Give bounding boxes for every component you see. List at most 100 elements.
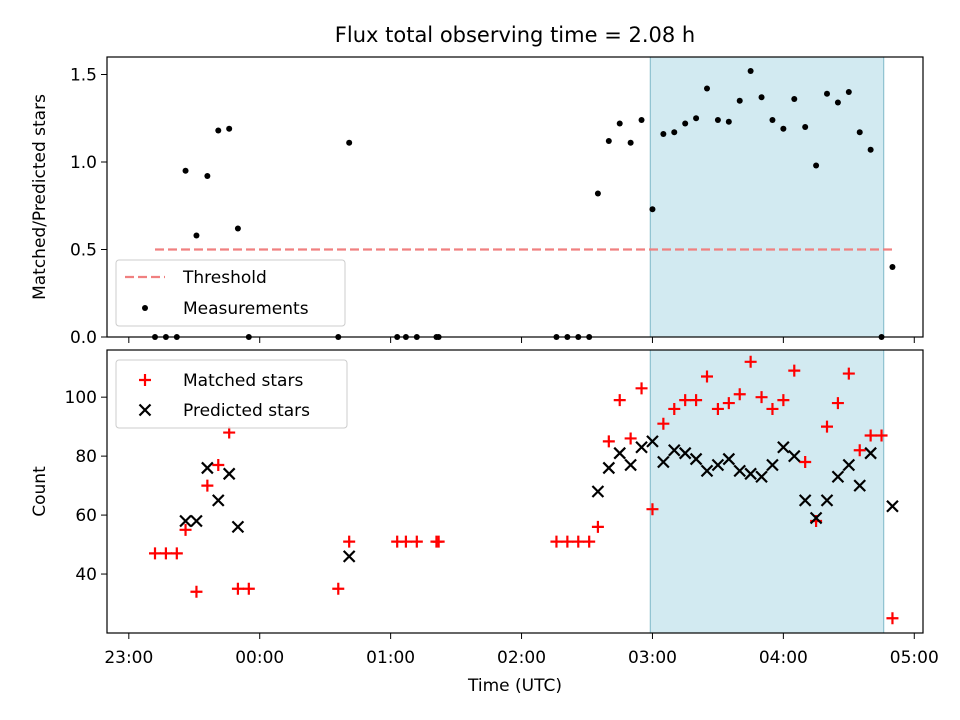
measurement-point	[182, 167, 189, 174]
matched-star-point	[149, 547, 161, 560]
matched-star-point	[624, 432, 637, 445]
xtick-label: 03:00	[628, 648, 677, 668]
matched-star-point	[550, 535, 563, 548]
measurement-point	[346, 139, 353, 146]
measurement-point	[725, 118, 732, 125]
measurement-point	[834, 99, 841, 106]
predicted-star-point	[190, 514, 203, 528]
measurement-point	[682, 120, 689, 127]
legend-matched-swatch	[139, 374, 151, 386]
matched-star-point	[766, 402, 779, 415]
predicted-star-point	[722, 452, 736, 466]
matched-star-point	[343, 535, 356, 548]
matched-star-point	[744, 355, 757, 368]
count-ytick-label: 100	[65, 388, 97, 408]
measurement-point	[627, 139, 634, 146]
matched-star-point	[733, 388, 746, 401]
matched-star-point	[332, 582, 345, 595]
matched-star-point	[591, 520, 604, 533]
predicted-star-point	[657, 455, 670, 469]
predicted-star-point	[201, 461, 214, 475]
measurement-point	[638, 117, 645, 123]
ratio-highlight-span	[649, 56, 885, 338]
matched-star-point	[231, 582, 244, 595]
measurement-point	[215, 127, 222, 134]
count-ytick-label: 60	[75, 506, 97, 526]
count-ytick-label: 40	[75, 565, 97, 585]
count-panel: 40 60 80 100 23:00 00:00 01:00 02:00 03:00 04:00 0…	[30, 349, 939, 696]
predicted-star-point	[602, 461, 616, 475]
xtick-label: 01:00	[366, 648, 415, 668]
predicted-star-point	[689, 452, 703, 466]
matched-star-point	[875, 429, 888, 442]
measurement-point	[413, 334, 420, 340]
ratio-ytick-label: 1.0	[70, 153, 97, 173]
matched-star-point	[755, 391, 768, 404]
measurement-point	[889, 264, 896, 270]
predicted-star-point	[342, 550, 356, 563]
measurement-point	[824, 90, 830, 97]
predicted-star-point	[798, 494, 812, 507]
matched-star-point	[223, 426, 236, 439]
predicted-star-point	[179, 514, 192, 528]
measurement-point	[193, 232, 200, 239]
matched-star-point	[583, 535, 596, 548]
xtick-label: 02:00	[497, 648, 546, 668]
ratio-ytick-label: 0.5	[70, 241, 97, 261]
measurement-point	[616, 120, 623, 127]
ratio-legend-box	[115, 259, 346, 327]
matched-star-point	[602, 435, 615, 448]
measurement-point	[704, 85, 710, 92]
measurement-point	[791, 96, 798, 102]
predicted-star-point	[853, 479, 867, 492]
measurement-point	[234, 225, 241, 232]
predicted-star-point	[646, 435, 659, 448]
legend-predicted-label: Predicted stars	[183, 401, 310, 421]
predicted-star-point	[222, 467, 236, 481]
matched-star-point	[821, 420, 833, 433]
predicted-star-point	[886, 499, 899, 513]
ratio-ytick-label: 0.0	[70, 328, 97, 348]
predicted-star-point	[809, 511, 823, 525]
predicted-star-point	[755, 470, 768, 484]
matched-star-point	[190, 585, 203, 598]
predicted-star-point	[667, 443, 681, 457]
predicted-star-point	[211, 494, 225, 507]
legend-threshold-label: Threshold	[182, 268, 267, 288]
measurement-point	[173, 334, 180, 340]
xtick-label: 23:00	[104, 648, 153, 668]
count-axes-frame	[106, 349, 924, 634]
matched-star-point	[613, 394, 626, 407]
matched-star-point	[399, 535, 412, 548]
measurement-point	[245, 334, 252, 340]
measurement-point	[878, 334, 885, 340]
ratio-legend: Threshold Measurements	[115, 259, 346, 327]
matched-star-point	[410, 535, 423, 548]
matched-star-point	[886, 612, 899, 625]
ratio-ylabel: Matched/Predicted stars	[30, 94, 50, 300]
matched-star-point	[864, 429, 877, 442]
predicted-star-point	[842, 458, 856, 472]
measurement-point	[769, 117, 776, 123]
xtick-label: 04:00	[759, 648, 808, 668]
xtick-label: 00:00	[235, 648, 284, 668]
matched-star-point	[788, 364, 801, 377]
legend-measurements-swatch	[142, 305, 148, 311]
legend-measurements-label: Measurements	[183, 299, 309, 319]
measurement-point	[867, 146, 874, 153]
count-legend: Matched stars Predicted stars	[115, 359, 348, 429]
measurement-point	[845, 89, 852, 95]
measurement-point	[204, 173, 211, 179]
measurement-point	[564, 334, 571, 340]
legend-predicted-swatch	[138, 403, 152, 417]
matched-star-point	[432, 535, 445, 548]
measurement-point	[402, 334, 409, 340]
ratio-ytick-label: 1.5	[70, 66, 97, 86]
matched-star-point	[657, 417, 670, 430]
measurement-point	[660, 131, 667, 137]
measurement-point	[671, 129, 678, 136]
matched-star-point	[201, 479, 214, 492]
matched-star-point	[799, 456, 812, 469]
measurement-point	[605, 138, 612, 144]
